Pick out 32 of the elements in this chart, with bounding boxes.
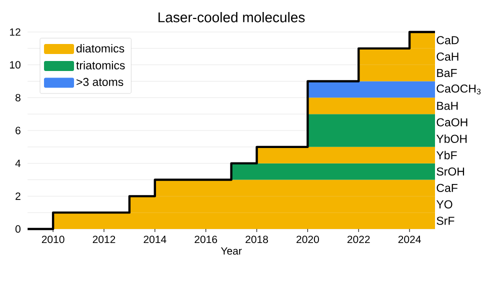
text: BaF <box>437 69 457 78</box>
x-tick-label: 2010 <box>42 236 64 244</box>
y-tick-label: 8 <box>16 94 20 102</box>
text: CaH <box>436 52 458 61</box>
x-axis-title: Year <box>220 247 242 255</box>
x-tick-label: 2016 <box>194 236 218 244</box>
x-tick-label: 2022 <box>347 236 370 244</box>
text: CaF <box>436 184 458 192</box>
chart-title: Laser-cooled molecules <box>158 12 305 22</box>
x-tick-label: 2024 <box>398 236 421 244</box>
y-tick-label: 4 <box>15 160 21 167</box>
y-tick-label: 0 <box>15 225 20 233</box>
text: BaH <box>437 102 458 110</box>
y-tick-label: 10 <box>10 61 20 69</box>
text: SrOH <box>436 167 464 176</box>
text: CaD <box>436 36 459 44</box>
text: YbOH <box>436 134 467 143</box>
text: SrF <box>436 216 454 225</box>
y-tick-label: 2 <box>16 192 20 200</box>
text: YO <box>436 200 452 208</box>
text: YbF <box>436 150 457 160</box>
legend-label: >3 atoms <box>76 78 124 86</box>
text: CaOCH$_{3}$ <box>436 84 481 94</box>
x-tick-label: 2014 <box>144 236 166 244</box>
y-tick-label: 6 <box>16 126 20 134</box>
x-tick-label: 2020 <box>296 236 319 244</box>
y-tick-label: 12 <box>10 28 20 36</box>
legend-label: diatomics <box>76 44 124 53</box>
text: CaOH <box>436 118 468 126</box>
x-tick-label: 2018 <box>246 236 268 244</box>
x-tick-label: 2012 <box>92 236 116 244</box>
legend-label: triatomics <box>76 61 125 70</box>
